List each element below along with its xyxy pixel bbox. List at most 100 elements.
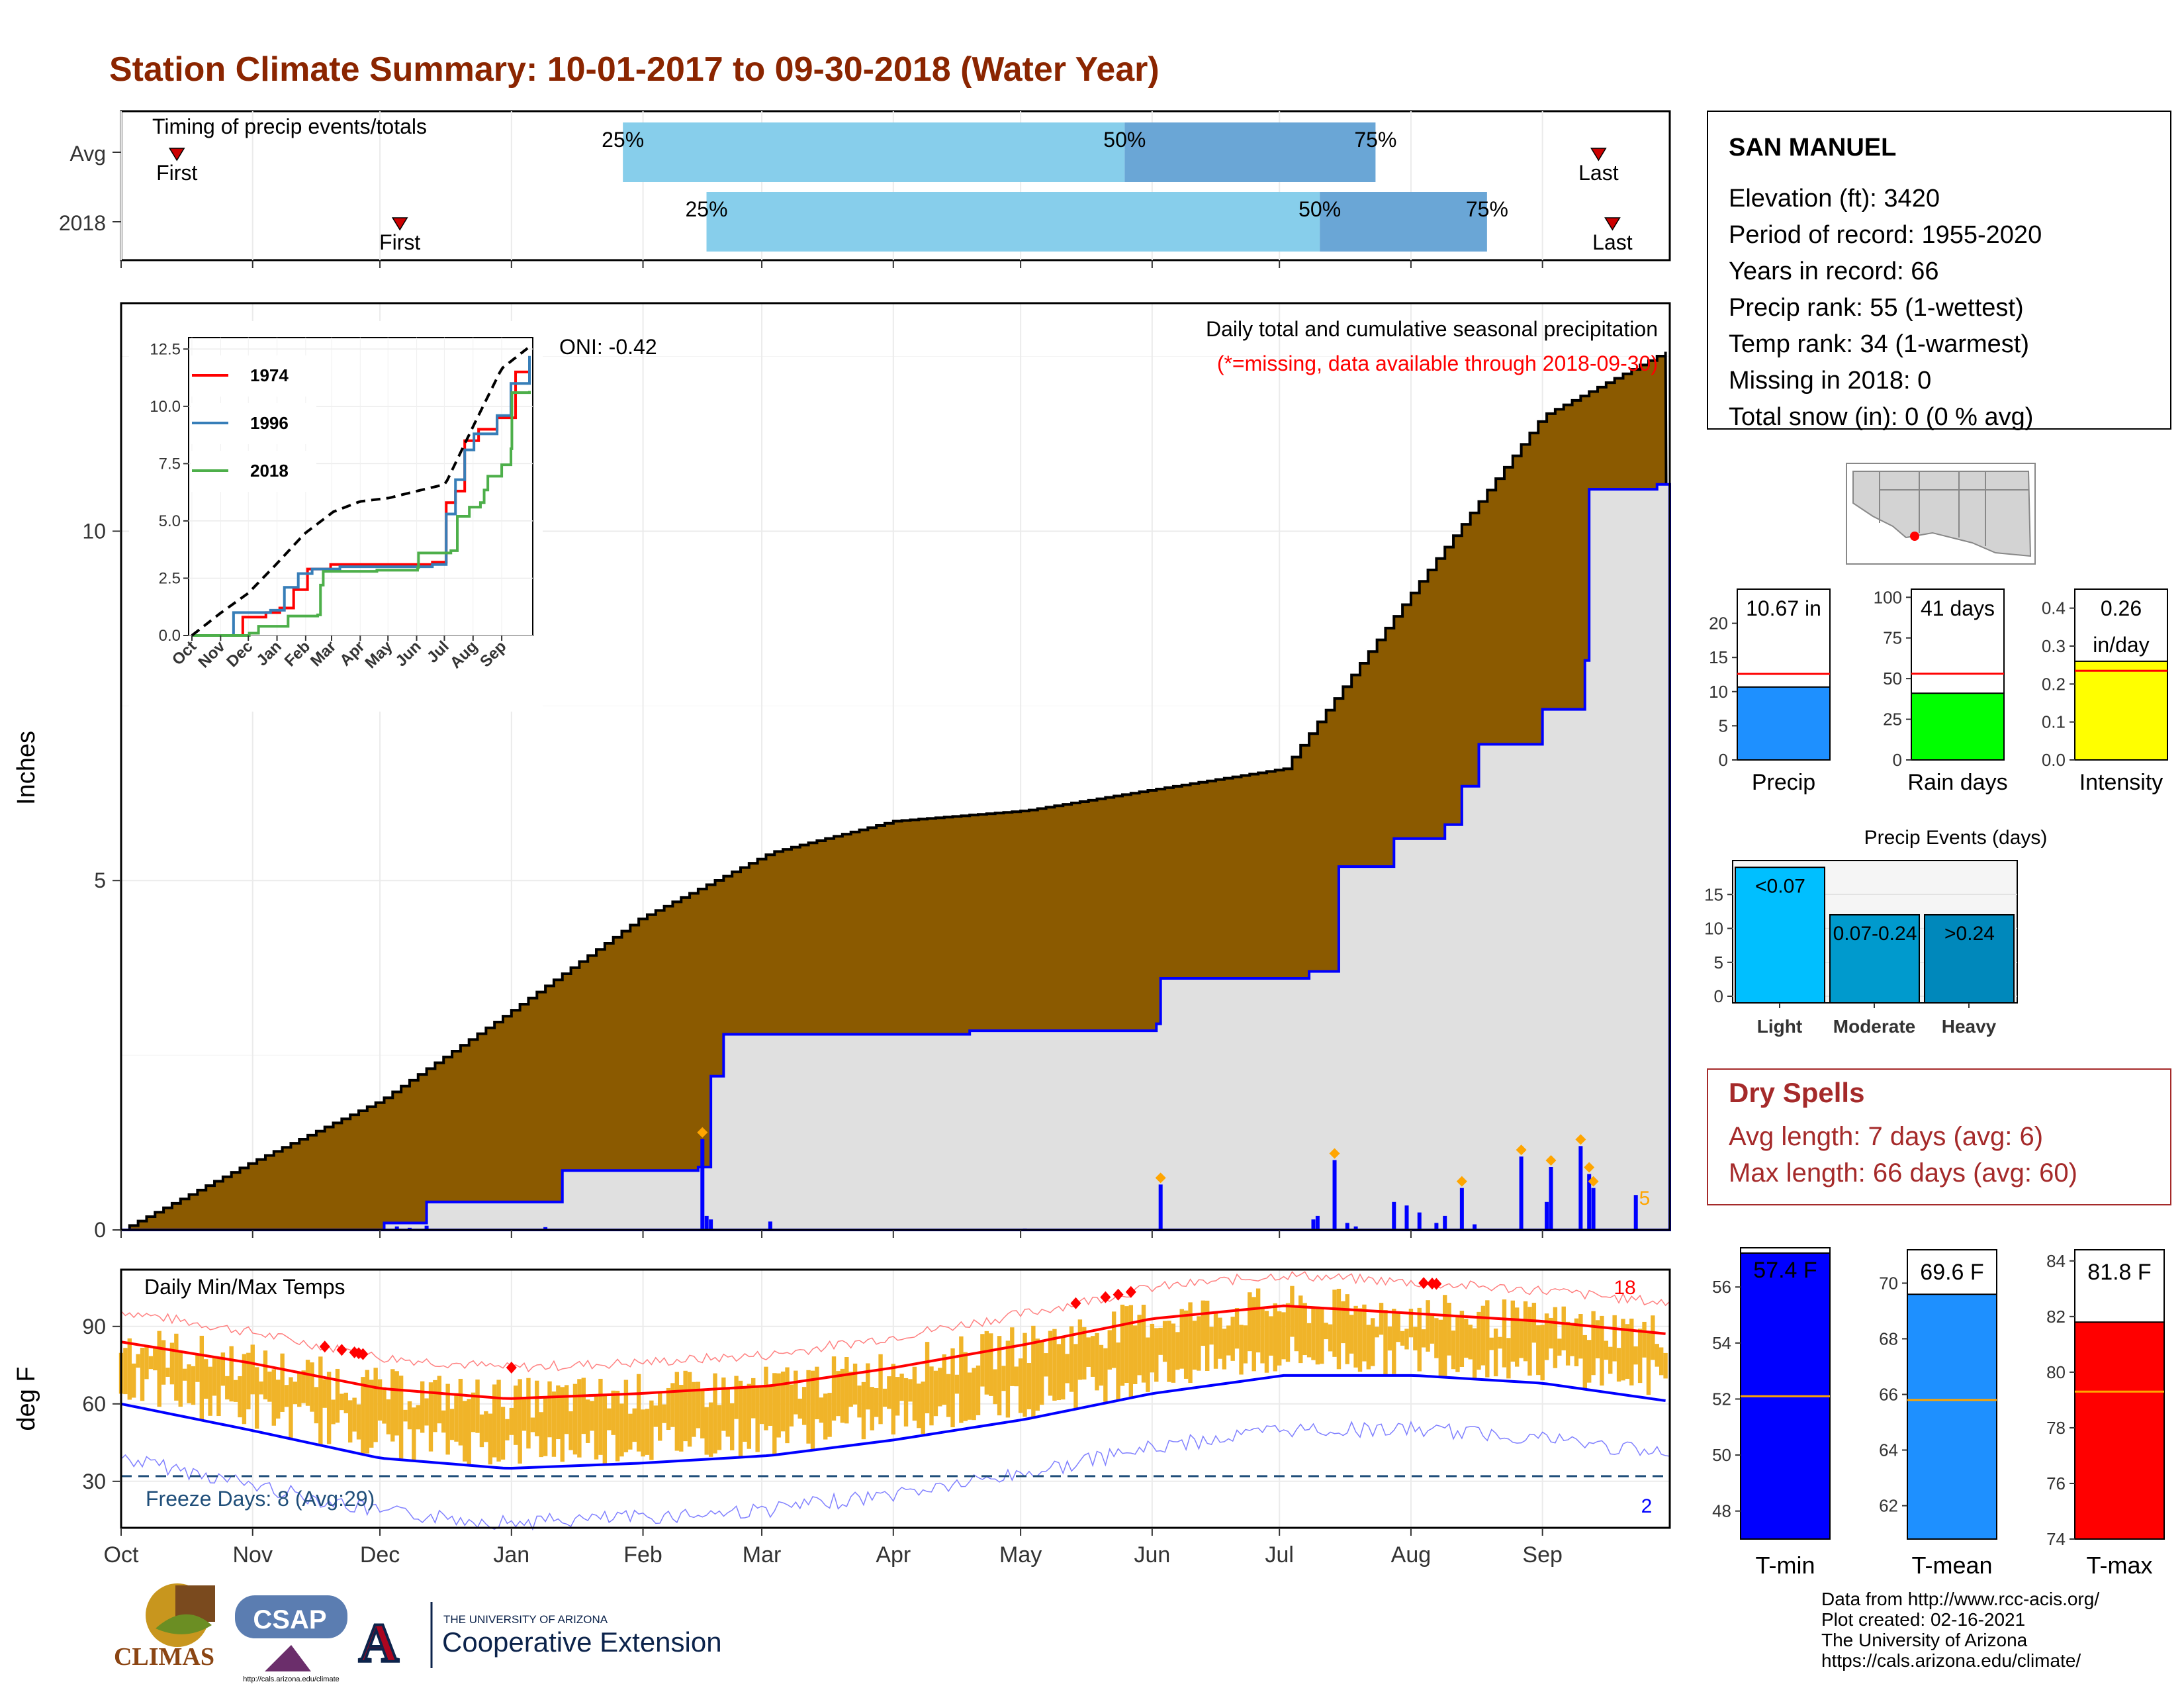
daily-temp-bar <box>352 1397 357 1432</box>
daily-temp-bar <box>772 1373 777 1455</box>
daily-temp-bar <box>1621 1319 1625 1381</box>
daily-temp-bar <box>1044 1353 1048 1377</box>
daily-temp-bar <box>1239 1325 1244 1375</box>
events-y-tick-label: 0 <box>1714 986 1723 1006</box>
record-high-marker <box>1125 1286 1136 1298</box>
inset-legend-label: 1974 <box>250 365 289 385</box>
daily-temp-bar <box>331 1399 336 1425</box>
timing-p25-label: 25% <box>602 128 644 152</box>
precip-panel: 0 5 10 Inches Daily total and cumulative s… <box>13 302 1672 1242</box>
temp-gauge-y-tick-label: 52 <box>1712 1389 1731 1409</box>
daily-temp-bar <box>1039 1341 1044 1405</box>
daily-temp-bar <box>917 1383 921 1429</box>
daily-temp-bar <box>852 1363 858 1405</box>
ua-a-logo: A <box>359 1613 399 1674</box>
daily-temp-bar <box>1124 1306 1129 1383</box>
daily-precip-bar <box>1443 1215 1447 1230</box>
timing-last-marker <box>1590 148 1607 162</box>
daily-temp-bar <box>424 1398 429 1426</box>
footer-line: Data from http://www.rcc-acis.org/ <box>1821 1589 2099 1609</box>
daily-temp-bar <box>407 1401 412 1430</box>
daily-precip-bar <box>1578 1146 1583 1230</box>
precip-gauges: 0 5 10 15 20 10.67 in Precip 0 25 50 75 100 41 days R… <box>1709 587 2168 795</box>
timing-panel: Timing of precip events/totals Avg 2018 … <box>59 110 1671 268</box>
month-label: Dec <box>360 1542 400 1568</box>
daily-temp-bar <box>1107 1330 1112 1370</box>
daily-temp-bar <box>148 1356 154 1370</box>
daily-precip-peak-marker <box>1588 1176 1599 1187</box>
daily-temp-bar <box>1531 1303 1537 1343</box>
daily-temp-bar <box>216 1357 221 1417</box>
daily-temp-bar <box>1311 1306 1316 1360</box>
daily-precip-bar <box>1473 1224 1477 1230</box>
inset-chart: 0.02.55.07.510.012.5 OctNovDecJanFebMarA… <box>129 321 543 712</box>
daily-temp-bar <box>1612 1315 1617 1362</box>
daily-temp-bar <box>1001 1366 1006 1391</box>
daily-temp-bar <box>199 1335 205 1421</box>
record-high-marker <box>1070 1297 1081 1309</box>
daily-temp-bar <box>1357 1308 1363 1372</box>
gauge-y-tick-label: 100 <box>1874 587 1902 607</box>
daily-temp-bar <box>242 1354 247 1425</box>
daily-temp-bar <box>1472 1328 1477 1379</box>
daily-temp-bar <box>729 1403 735 1450</box>
daily-temp-bar <box>1663 1352 1668 1379</box>
daily-temp-bar <box>738 1380 743 1458</box>
daily-temp-bar <box>1082 1327 1087 1380</box>
daily-temp-bar <box>1201 1300 1205 1346</box>
info-line: Temp rank: 34 (1-warmest) <box>1729 330 2029 358</box>
daily-temp-bar <box>623 1380 629 1452</box>
daily-temp-bar <box>734 1376 739 1419</box>
daily-temp-bar <box>458 1378 463 1446</box>
daily-temp-bar <box>815 1366 819 1420</box>
month-label: Jul <box>1265 1542 1293 1568</box>
daily-temp-bar <box>1629 1319 1634 1385</box>
inset-y-tick-label: 10.0 <box>150 398 181 416</box>
daily-temp-bar <box>1625 1324 1630 1379</box>
daily-temp-bar <box>284 1385 289 1407</box>
daily-temp-bar <box>895 1377 900 1416</box>
daily-temp-bar <box>569 1411 573 1450</box>
daily-temp-bar <box>208 1366 212 1416</box>
daily-temp-bar <box>653 1405 658 1427</box>
daily-temp-bar <box>1111 1311 1116 1368</box>
daily-temp-bar <box>556 1385 561 1440</box>
daily-temp-bar <box>187 1364 191 1403</box>
daily-temp-bar <box>861 1382 866 1440</box>
temp-gauge-value-label: 69.6 F <box>1920 1260 1983 1285</box>
daily-temp-bar <box>1014 1366 1019 1387</box>
info-line: Precip rank: 55 (1-wettest) <box>1729 294 2024 322</box>
daily-temp-bar <box>191 1366 196 1405</box>
daily-temp-bar <box>526 1378 531 1449</box>
gauge-y-tick-label: 0.0 <box>2042 750 2066 770</box>
daily-temp-bar <box>1197 1316 1201 1371</box>
daily-temp-bar <box>250 1344 255 1395</box>
daily-temp-bar <box>1141 1304 1146 1383</box>
climas-leaf-shape <box>156 1614 212 1634</box>
daily-temp-bar <box>301 1370 306 1403</box>
daily-temp-bar <box>1387 1326 1392 1351</box>
daily-temp-bar <box>1527 1307 1532 1376</box>
map-state-borders <box>1879 471 2028 546</box>
daily-temp-bar <box>938 1368 942 1407</box>
gauge-y-tick-label: 10 <box>1709 682 1728 702</box>
daily-temp-bar <box>993 1369 997 1405</box>
temp-gauge-y-tick-label: 70 <box>1879 1273 1898 1293</box>
timing-bar-25-50 <box>706 192 1320 252</box>
daily-temp-bar <box>1480 1305 1486 1366</box>
daily-temp-bar <box>246 1352 251 1410</box>
daily-temp-bar <box>1234 1307 1240 1349</box>
events-bar-label: >0.24 <box>1944 923 1995 945</box>
daily-temp-bar <box>666 1387 671 1430</box>
daily-temp-bar <box>403 1409 408 1422</box>
daily-temp-bar <box>1298 1295 1303 1364</box>
temp-ylabel: deg F <box>13 1366 40 1430</box>
daily-temp-bar <box>1430 1315 1435 1344</box>
daily-temp-bar <box>692 1382 696 1437</box>
gauge-y-tick-label: 20 <box>1709 614 1728 633</box>
daily-temp-bar <box>1137 1315 1142 1376</box>
daily-temp-bar <box>903 1378 909 1427</box>
daily-temp-bar <box>1175 1332 1180 1370</box>
daily-temp-bar <box>1243 1325 1248 1364</box>
daily-temp-bar <box>305 1360 310 1406</box>
